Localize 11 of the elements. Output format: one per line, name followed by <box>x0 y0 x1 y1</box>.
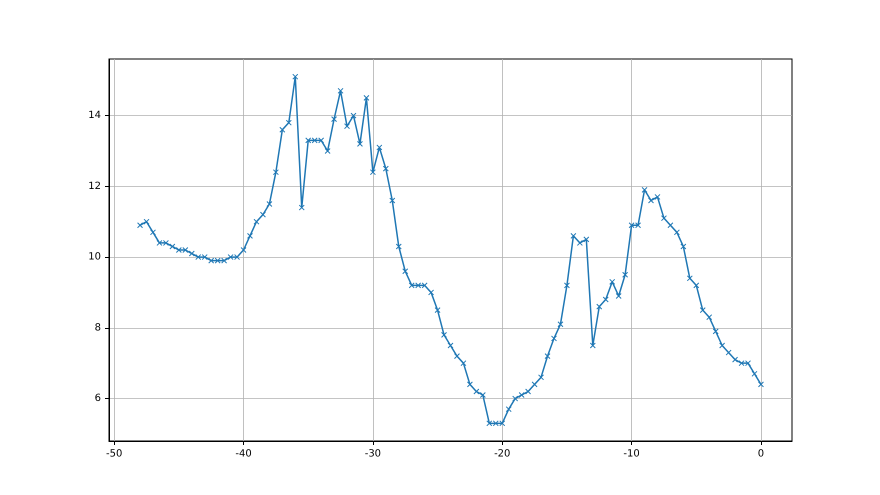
y-tick-label: 12 <box>88 180 101 192</box>
x-tick-label: -50 <box>106 448 122 460</box>
y-tick-label: 10 <box>88 252 101 263</box>
x-tick-label: -30 <box>364 448 382 460</box>
x-tick-label: -40 <box>235 448 252 460</box>
y-tick-label: 14 <box>88 110 101 122</box>
x-tick-label: -20 <box>494 448 510 460</box>
y-tick-label: 6 <box>94 393 101 404</box>
x-tick-label: 0 <box>758 448 764 460</box>
y-tick-label: 8 <box>94 322 101 334</box>
x-tick-label: -10 <box>623 448 640 460</box>
